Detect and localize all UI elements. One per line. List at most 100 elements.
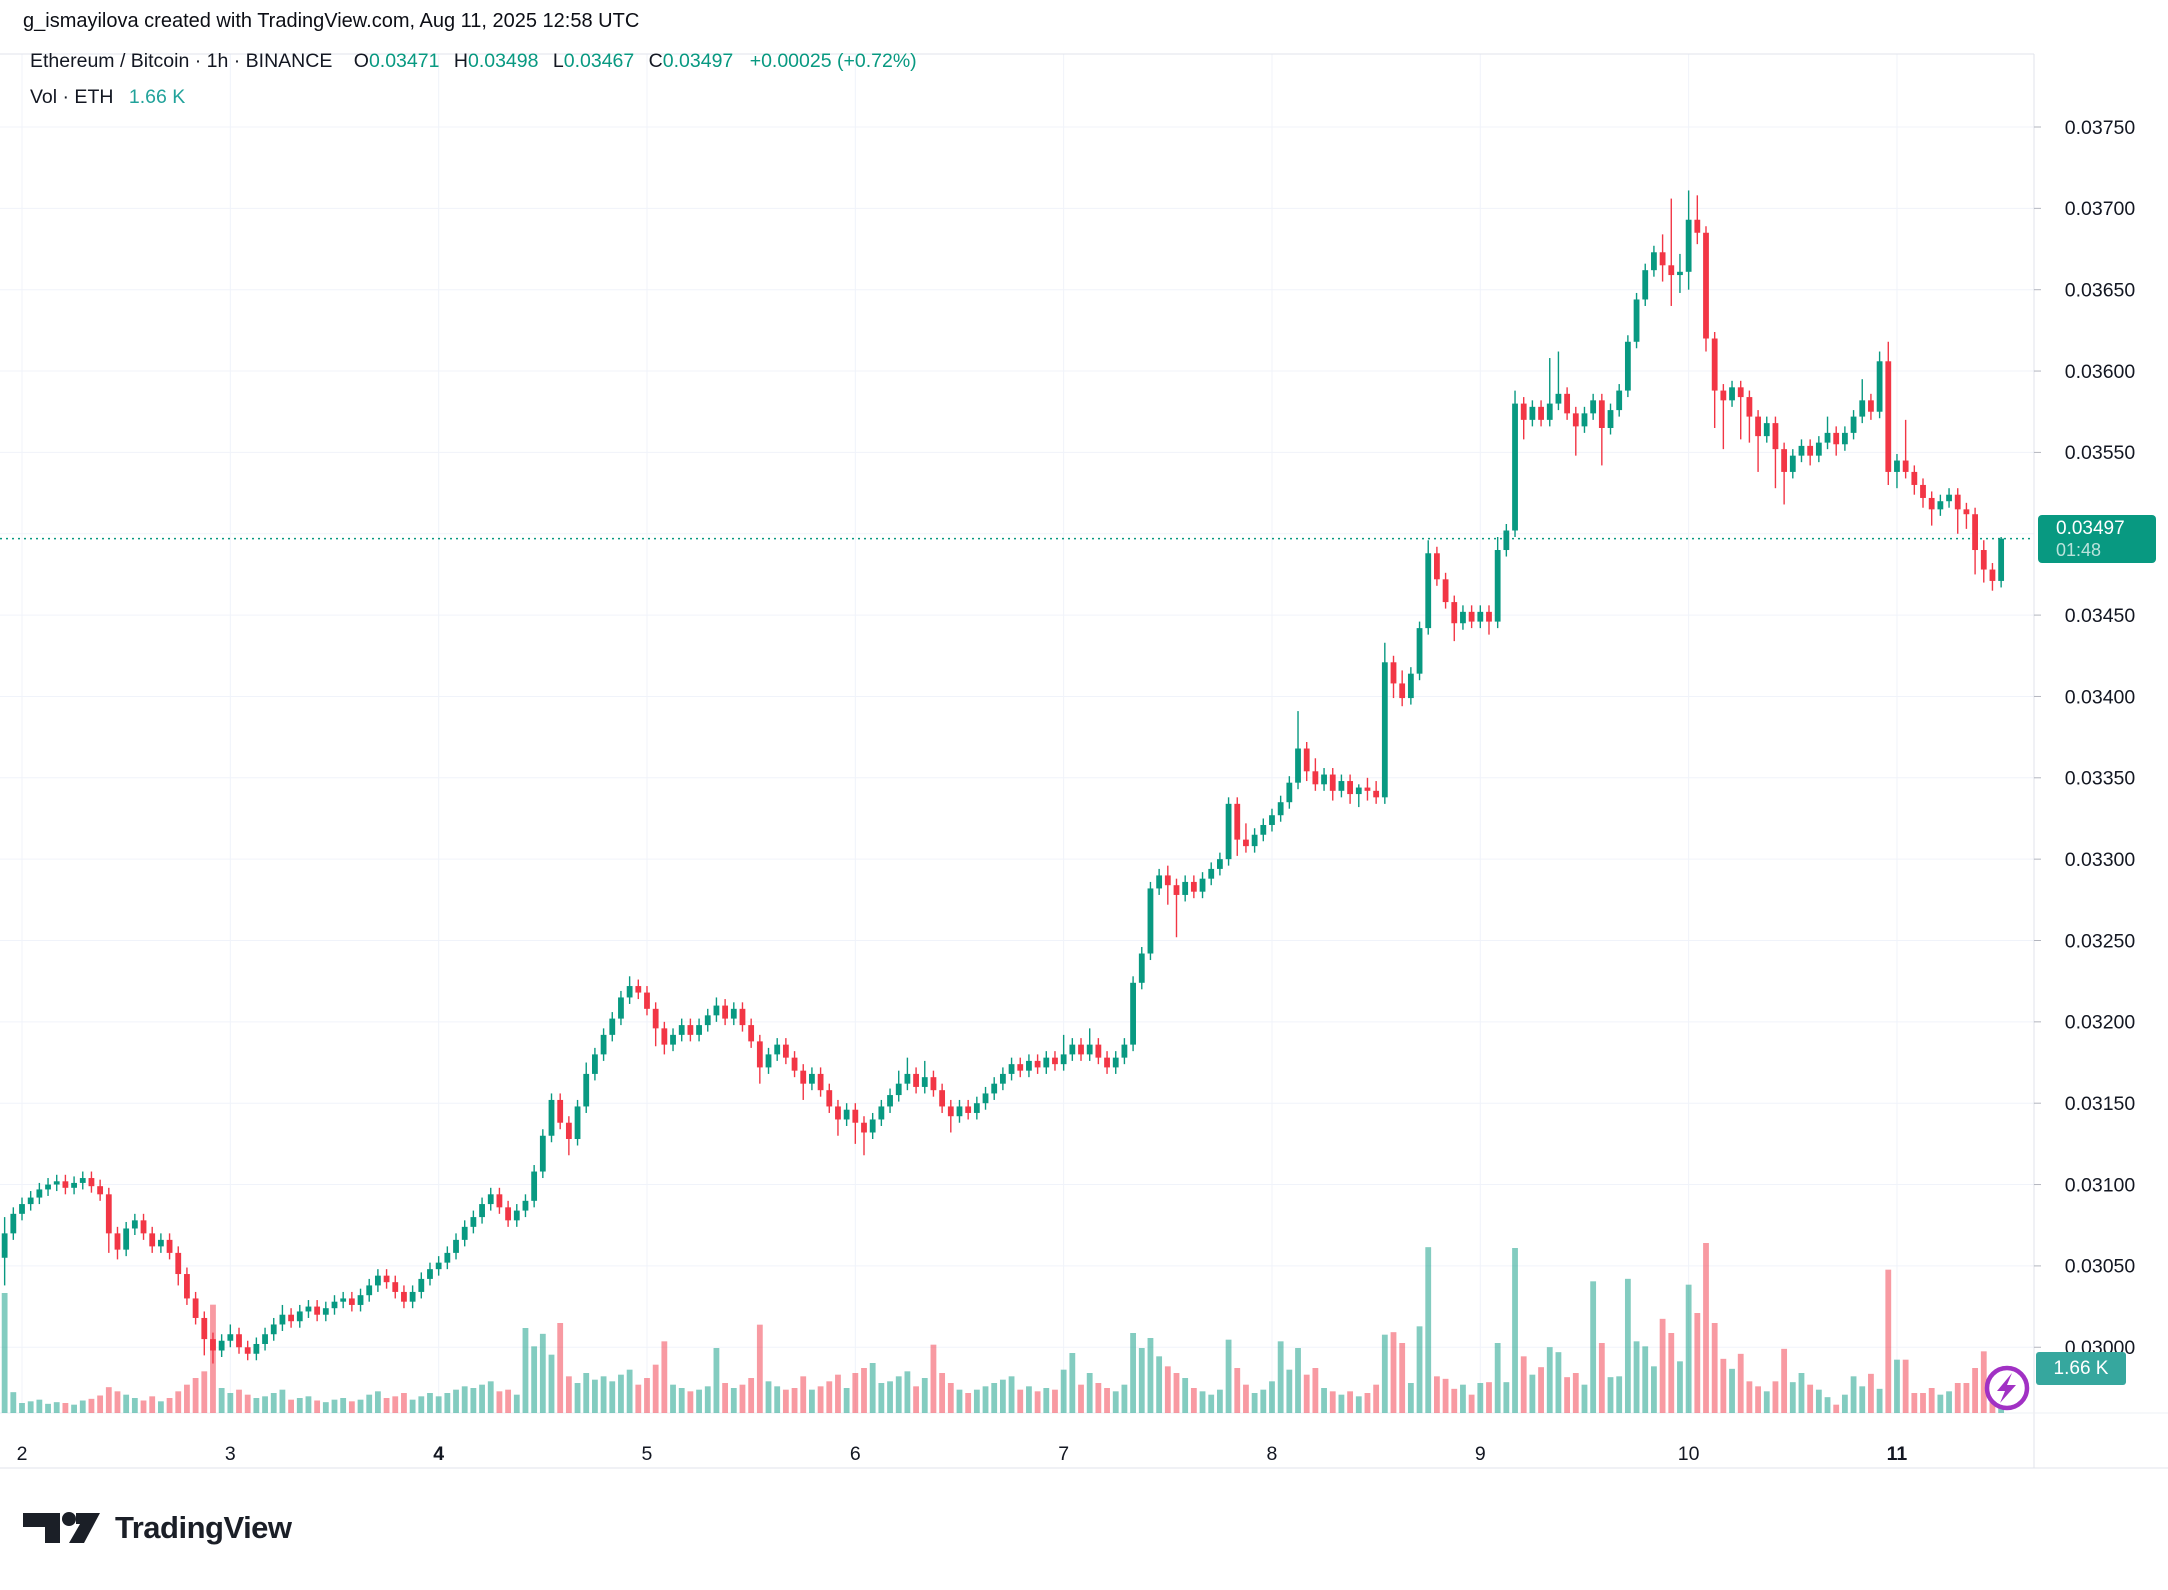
time-axis-label: 11 xyxy=(1887,1443,1908,1465)
candle-body xyxy=(1234,803,1241,840)
volume-bar xyxy=(1208,1394,1215,1413)
volume-bar xyxy=(548,1354,555,1413)
volume-bar xyxy=(1624,1278,1631,1413)
volume-legend: Vol · ETH 1.66 K xyxy=(30,86,185,109)
candle-body xyxy=(913,1073,919,1087)
candle-body xyxy=(114,1233,121,1250)
volume-bar xyxy=(383,1398,390,1413)
volume-bar xyxy=(62,1403,69,1413)
volume-bar xyxy=(1468,1394,1475,1413)
candle-body xyxy=(1590,400,1597,414)
volume-bar xyxy=(1026,1386,1032,1413)
candle-body xyxy=(1972,514,1978,551)
volume-bar xyxy=(1642,1346,1649,1413)
volume-bar xyxy=(1850,1376,1857,1413)
candle-body xyxy=(192,1298,199,1318)
candle-body xyxy=(809,1073,815,1084)
volume-bar xyxy=(10,1392,17,1413)
volume-bar xyxy=(756,1324,763,1413)
candle-body xyxy=(1407,673,1414,699)
current-price-badge: 0.03497 01:48 xyxy=(2038,514,2156,563)
volume-bar xyxy=(704,1386,711,1413)
candle-body xyxy=(973,1103,980,1113)
candle-body xyxy=(366,1285,373,1296)
candle-body xyxy=(1859,400,1866,417)
volume-bar xyxy=(88,1398,95,1413)
candle-body xyxy=(574,1106,581,1139)
volume-bar xyxy=(184,1384,190,1413)
candle-body xyxy=(999,1073,1006,1084)
volume-bar xyxy=(609,1381,616,1413)
volume-bar xyxy=(1763,1391,1770,1413)
candle-body xyxy=(1824,432,1831,443)
candle-body xyxy=(1442,579,1449,603)
candle-body xyxy=(670,1034,676,1045)
candle-body xyxy=(939,1090,946,1107)
candle-body xyxy=(88,1178,95,1187)
candle-body xyxy=(921,1077,928,1087)
volume-bar xyxy=(1902,1359,1909,1413)
volume-bar xyxy=(1112,1391,1119,1413)
candle-body xyxy=(1251,834,1258,847)
volume-bar xyxy=(105,1387,112,1413)
candle-body xyxy=(565,1122,572,1139)
candle-body xyxy=(982,1093,989,1104)
candle-body xyxy=(1677,271,1683,276)
volume-bar xyxy=(1494,1343,1501,1413)
candle-body xyxy=(1034,1060,1041,1068)
volume-bar xyxy=(366,1394,373,1413)
candle-body xyxy=(1954,494,1961,510)
volume-bar xyxy=(279,1389,286,1413)
price-axis-label: 0.03100 xyxy=(2065,1174,2136,1196)
price-axis[interactable] xyxy=(2034,54,2168,1468)
candle-body xyxy=(105,1194,112,1234)
candle-body xyxy=(1069,1044,1076,1055)
time-axis[interactable] xyxy=(0,1413,2034,1468)
volume-label[interactable]: Vol · ETH xyxy=(30,86,114,108)
volume-bar xyxy=(1199,1391,1206,1413)
symbol-title[interactable]: Ethereum / Bitcoin · 1h · BINANCE xyxy=(30,50,333,72)
volume-bar xyxy=(1772,1381,1779,1413)
candle-body xyxy=(1659,252,1666,266)
volume-bar xyxy=(1546,1347,1553,1413)
price-change: +0.00025 (+0.72%) xyxy=(749,50,917,72)
volume-bar xyxy=(1399,1343,1406,1413)
price-axis-label: 0.03200 xyxy=(2065,1012,2136,1034)
candle-body xyxy=(149,1233,156,1247)
volume-bar xyxy=(253,1398,260,1413)
candle-body xyxy=(487,1194,494,1205)
tradingview-logo[interactable]: TradingView xyxy=(23,1508,292,1548)
price-axis-label: 0.03550 xyxy=(2065,442,2136,464)
candle-body xyxy=(635,986,642,993)
candle-body xyxy=(1225,803,1232,860)
candle-body xyxy=(1980,550,1987,570)
volume-bar xyxy=(453,1389,459,1413)
volume-bar xyxy=(1911,1393,1918,1413)
candle-body xyxy=(687,1025,694,1035)
volume-bar xyxy=(748,1378,755,1413)
candle-body xyxy=(1555,393,1562,404)
volume-bar xyxy=(1529,1374,1536,1413)
candle-body xyxy=(1928,497,1935,510)
candle-body xyxy=(748,1025,755,1042)
candle-body xyxy=(1364,787,1371,791)
candle-body xyxy=(1086,1044,1093,1055)
volume-bar xyxy=(921,1378,928,1413)
volume-bar xyxy=(1060,1369,1067,1413)
volume-bar xyxy=(470,1388,477,1413)
volume-bar xyxy=(19,1403,25,1413)
realtime-lightning-icon[interactable] xyxy=(1984,1365,2030,1411)
candle-body xyxy=(878,1106,885,1120)
candle-body xyxy=(218,1340,225,1351)
volume-bar xyxy=(739,1384,746,1413)
candle-body xyxy=(1399,683,1406,699)
volume-bar xyxy=(1833,1404,1840,1413)
volume-bar xyxy=(1052,1389,1058,1413)
volume-bar xyxy=(227,1393,234,1413)
price-axis-label: 0.03350 xyxy=(2065,768,2136,790)
volume-bar xyxy=(244,1394,251,1413)
candle-body xyxy=(782,1044,789,1058)
candle-body xyxy=(244,1347,251,1354)
candle-body xyxy=(210,1339,216,1351)
